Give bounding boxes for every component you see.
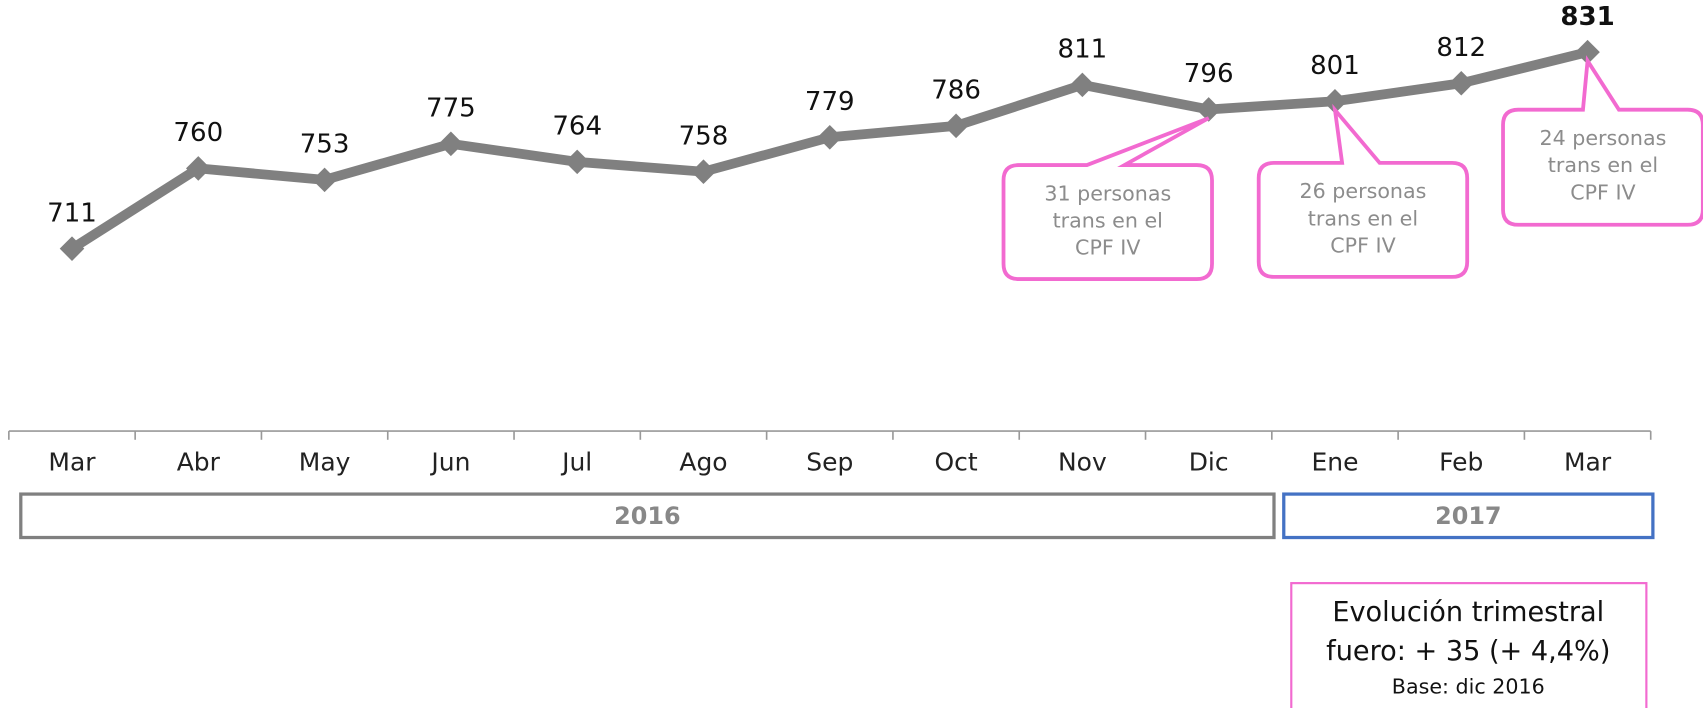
data-label: 786 <box>931 76 981 106</box>
callout-text: 26 personas <box>1300 179 1427 203</box>
summary-text: fuero: + 35 (+ 4,4%) <box>1326 636 1610 667</box>
data-label: 760 <box>173 118 223 148</box>
callout-text: 31 personas <box>1044 181 1171 205</box>
callout <box>1256 103 1470 279</box>
marker <box>1448 70 1474 96</box>
summary-box <box>1290 582 1648 712</box>
data-label: 812 <box>1436 33 1486 63</box>
year-label: 2017 <box>1435 502 1501 530</box>
marker <box>943 113 969 139</box>
year-box <box>1282 492 1655 540</box>
x-tick-label: Ago <box>679 448 727 477</box>
callout-text: trans en el <box>1053 209 1163 233</box>
callout-text: CPF IV <box>1570 180 1635 204</box>
callout-text: CPF IV <box>1330 233 1395 257</box>
x-tick-label: May <box>299 448 351 477</box>
data-label: 753 <box>300 130 350 160</box>
data-label: 779 <box>805 87 855 117</box>
data-label: 764 <box>552 112 602 142</box>
data-label: 801 <box>1310 51 1360 81</box>
marker <box>312 167 337 193</box>
marker <box>1070 72 1095 98</box>
x-tick-label: Sep <box>806 448 853 477</box>
callout <box>1001 116 1214 281</box>
data-label: 796 <box>1184 59 1234 89</box>
callout-text: trans en el <box>1308 206 1418 230</box>
year-box <box>19 492 1276 540</box>
x-tick-label: Jul <box>560 448 592 477</box>
callout-text: 24 personas <box>1539 126 1666 150</box>
x-tick-label: Mar <box>48 448 96 477</box>
x-tick-label: Oct <box>934 448 977 477</box>
data-label: 711 <box>47 198 97 228</box>
callout-text: trans en el <box>1548 153 1658 177</box>
callout <box>1501 55 1703 227</box>
x-tick-label: Nov <box>1058 448 1107 477</box>
marker <box>564 149 590 175</box>
x-tick-label: Mar <box>1564 448 1612 477</box>
x-tick-label: Ene <box>1311 448 1358 477</box>
marker <box>438 131 464 157</box>
marker <box>691 159 716 184</box>
year-label: 2016 <box>614 502 680 530</box>
x-tick-label: Jun <box>429 448 470 477</box>
x-tick-label: Dic <box>1189 448 1229 477</box>
data-label: 775 <box>426 94 476 124</box>
marker <box>186 156 211 181</box>
x-tick-label: Feb <box>1439 448 1483 477</box>
summary-text: Evolución trimestral <box>1332 597 1604 628</box>
marker <box>817 125 843 150</box>
callout-text: CPF IV <box>1075 236 1140 260</box>
summary-note: Base: dic 2016 <box>1392 674 1545 698</box>
data-label: 831 <box>1560 2 1614 32</box>
x-tick-label: Abr <box>177 448 221 477</box>
data-label: 811 <box>1058 35 1108 65</box>
data-label: 758 <box>679 121 729 151</box>
